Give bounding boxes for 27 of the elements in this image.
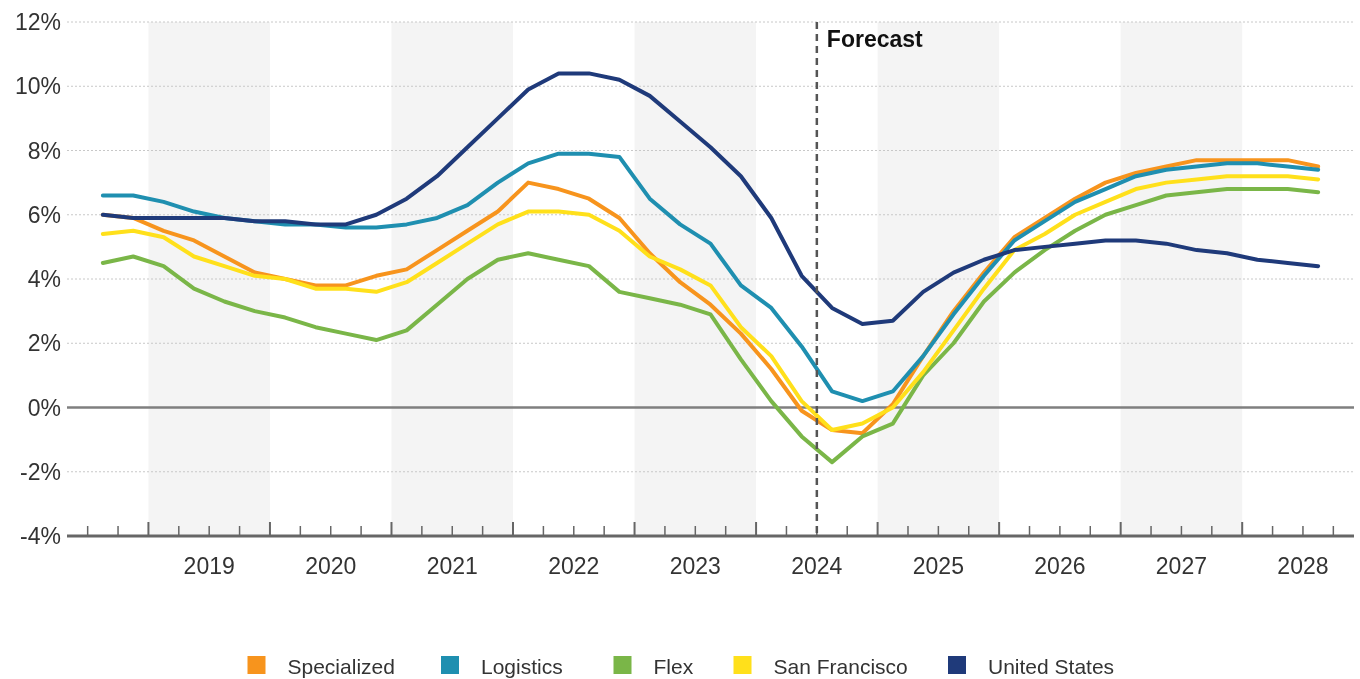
y-tick-label: -4% [20,523,61,550]
x-tick-label: 2019 [183,553,235,579]
y-tick-label: 10% [14,73,61,100]
legend-label: Logistics [481,655,563,679]
y-tick-label: -2% [20,458,61,485]
y-tick-label: 6% [27,201,61,228]
y-tick-label: 0% [27,394,61,421]
x-tick-label: 2024 [791,553,843,579]
x-tick-label: 2020 [305,553,357,579]
x-tick-label: 2025 [912,553,964,579]
line-series [100,187,1321,465]
legend-label: Flex [653,655,694,679]
y-tick-label: 2% [27,330,61,357]
x-tick-label: 2022 [548,553,600,579]
x-tick-label: 2023 [669,553,721,579]
y-tick-label: 4% [27,266,61,293]
x-tick-label: 2027 [1155,553,1208,579]
y-tick-label: 8% [27,137,61,164]
x-tick-label: 2026 [1034,553,1086,579]
line-series [100,71,1321,326]
x-tick-label: 2021 [426,553,478,579]
y-tick-label: 12% [14,9,61,36]
legend-label: Specialized [287,655,395,679]
legend-label: United States [988,655,1115,679]
x-tick-label: 2028 [1277,553,1329,579]
legend-label: San Francisco [773,655,908,679]
ref-line-label: Forecast [826,26,924,52]
